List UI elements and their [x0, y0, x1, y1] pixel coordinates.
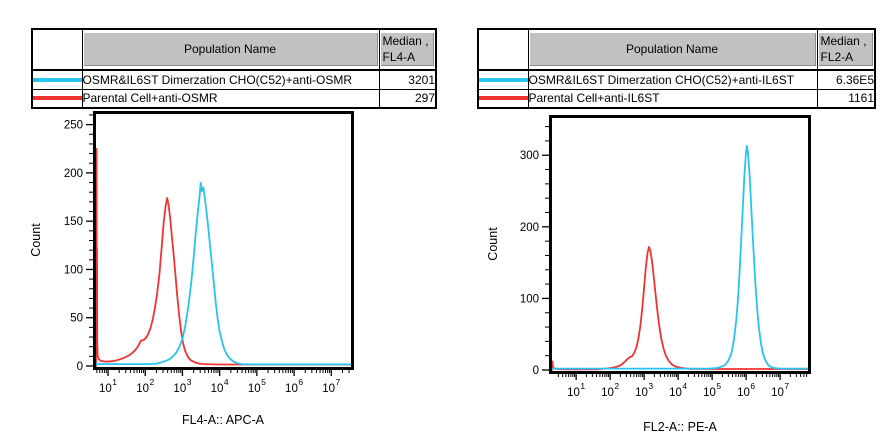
swatch-cell: [31, 69, 83, 90]
y-tick-label: 300: [520, 150, 539, 162]
population-table-left: Population Name Median , FL4-A OSMR&IL6S…: [31, 28, 437, 109]
x-tick-label: 106: [737, 381, 755, 399]
y-tick-label: 0: [533, 365, 539, 377]
y-tick-label: 50: [70, 313, 83, 325]
x-tick-label: 103: [173, 377, 191, 395]
table-header-row: Population Name Median , FL2-A: [477, 28, 876, 71]
table-row: Parental Cell+anti-IL6ST 1161: [477, 88, 876, 109]
plot-border: [549, 115, 811, 374]
x-tick-label: 101: [567, 381, 585, 399]
y-tick-label: 0: [77, 361, 83, 373]
median-value-cell: 3201: [378, 69, 437, 90]
x-axis-title: FL2-A:: PE-A: [643, 420, 717, 434]
swatch-header-cell: [31, 28, 83, 71]
x-tick-label: 105: [248, 377, 266, 395]
y-tick-label: 150: [64, 216, 83, 228]
x-tick-label: 102: [136, 377, 154, 395]
population-table-right: Population Name Median , FL2-A OSMR&IL6S…: [477, 28, 876, 109]
red-series-swatch: [479, 96, 527, 101]
median-header-cell: Median , FL4-A: [378, 28, 437, 71]
swatch-cell: [477, 88, 529, 109]
median-value-cell: 1161: [816, 88, 876, 109]
red-series-swatch: [33, 96, 81, 101]
x-tick-label: 101: [99, 377, 117, 395]
x-axis-title: FL4-A:: APC-A: [182, 413, 265, 427]
y-axis-title: Count: [29, 223, 43, 257]
median-value-cell: 297: [378, 88, 437, 109]
cyan-series-swatch: [33, 77, 81, 82]
y-tick-label: 100: [520, 293, 539, 305]
x-tick-label: 104: [669, 381, 687, 399]
x-tick-label: 106: [285, 377, 303, 395]
swatch-cell: [477, 69, 529, 90]
cyan-series-swatch: [479, 77, 527, 82]
median-header-line2: FL4-A: [382, 50, 416, 64]
population-header-cell: Population Name: [81, 28, 380, 71]
population-name-cell: Parental Cell+anti-IL6ST: [527, 88, 818, 109]
population-name-cell: Parental Cell+anti-OSMR: [81, 88, 380, 109]
x-tick-label: 104: [211, 377, 229, 395]
population-name-cell: OSMR&IL6ST Dimerzation CHO(C52)+anti-OSM…: [81, 69, 380, 90]
y-tick-label: 200: [64, 168, 83, 180]
series-curve: [552, 144, 808, 370]
x-tick-label: 105: [703, 381, 721, 399]
swatch-header-cell: [477, 28, 529, 71]
population-header-label: Population Name: [625, 42, 719, 56]
table-row: OSMR&IL6ST Dimerzation CHO(C52)+anti-OSM…: [31, 69, 437, 90]
y-tick-label: 250: [64, 120, 83, 132]
table-header-row: Population Name Median , FL4-A: [31, 28, 437, 71]
population-header-cell: Population Name: [527, 28, 818, 71]
x-tick-label: 102: [601, 381, 619, 399]
x-tick-label: 107: [771, 381, 789, 399]
median-header-line1: Median ,: [820, 34, 867, 48]
median-header-line2: FL2-A: [820, 50, 854, 64]
x-tick-label: 103: [635, 381, 653, 399]
median-header-cell: Median , FL2-A: [816, 28, 876, 71]
series-curve: [96, 147, 351, 367]
swatch-cell: [31, 88, 83, 109]
population-name-cell: OSMR&IL6ST Dimerzation CHO(C52)+anti-IL6…: [527, 69, 818, 90]
plot-border: [93, 111, 354, 370]
y-tick-label: 100: [64, 264, 83, 276]
table-row: Parental Cell+anti-OSMR 297: [31, 88, 437, 109]
y-axis-title: Count: [486, 227, 500, 261]
x-tick-label: 107: [322, 377, 340, 395]
median-header-line1: Median ,: [382, 34, 429, 48]
median-value-cell: 6.36E5: [816, 69, 876, 90]
population-header-label: Population Name: [183, 42, 277, 56]
table-row: OSMR&IL6ST Dimerzation CHO(C52)+anti-IL6…: [477, 69, 876, 90]
y-tick-label: 200: [520, 222, 539, 234]
series-curve: [96, 181, 351, 366]
